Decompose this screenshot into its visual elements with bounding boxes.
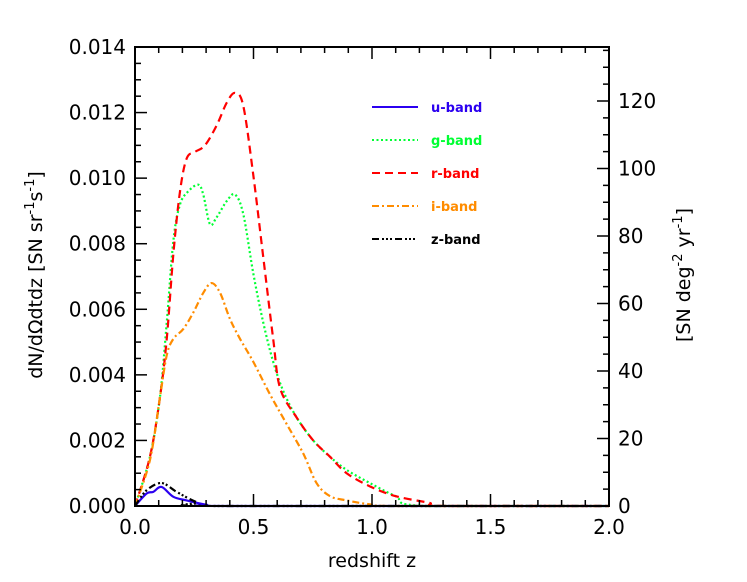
x-tick-label: 0.0 xyxy=(119,515,151,539)
y2-tick-label: 20 xyxy=(618,427,643,451)
series-line-g-band xyxy=(133,183,609,508)
legend-label: i-band xyxy=(431,200,478,215)
y-tick-label: 0.010 xyxy=(69,166,126,190)
y-tick-label: 0.014 xyxy=(69,35,126,59)
x-tick-label: 1.0 xyxy=(356,515,388,539)
y2-tick-label: 40 xyxy=(618,359,643,383)
series-line-r-band xyxy=(133,91,609,508)
legend-label: z-band xyxy=(431,233,481,248)
legend: u-band g-band r-band i-band z-band xyxy=(372,101,482,248)
x-axis-label: redshift z xyxy=(328,550,416,572)
x-tick-label: 1.5 xyxy=(475,515,507,539)
legend-label: g-band xyxy=(431,134,482,149)
tick-labels: 0.0 0.5 1.0 1.5 2.0 0.000 0.002 0.004 0.006 0.008… xyxy=(69,35,656,539)
series-line-z-band xyxy=(134,481,609,508)
series-line-i-band xyxy=(133,281,609,508)
legend-label: u-band xyxy=(431,101,482,116)
y-tick-label: 0.004 xyxy=(69,363,126,387)
y2-tick-label: 100 xyxy=(618,157,656,181)
legend-label: r-band xyxy=(431,167,479,182)
y-tick-label: 0.012 xyxy=(69,101,126,125)
y2-tick-label: 80 xyxy=(618,224,643,248)
y2-tick-label: 0 xyxy=(618,494,631,518)
x-tick-label: 0.5 xyxy=(238,515,270,539)
x-tick-label: 2.0 xyxy=(593,515,625,539)
y-tick-label: 0.006 xyxy=(69,297,126,321)
y2-tick-label: 120 xyxy=(618,89,656,113)
axis-ticks xyxy=(134,46,610,507)
y2-axis-label: [SN deg-2 yr-1] xyxy=(671,208,695,342)
y2-tick-label: 60 xyxy=(618,292,643,316)
y-tick-label: 0.002 xyxy=(69,428,126,452)
y-tick-label: 0.000 xyxy=(69,494,126,518)
plot-frame xyxy=(134,46,610,507)
series-lines xyxy=(133,91,609,508)
y-tick-label: 0.008 xyxy=(69,232,126,256)
y-axis-label: dN/dΩdtdz [SN sr-1s-1] xyxy=(23,171,47,379)
